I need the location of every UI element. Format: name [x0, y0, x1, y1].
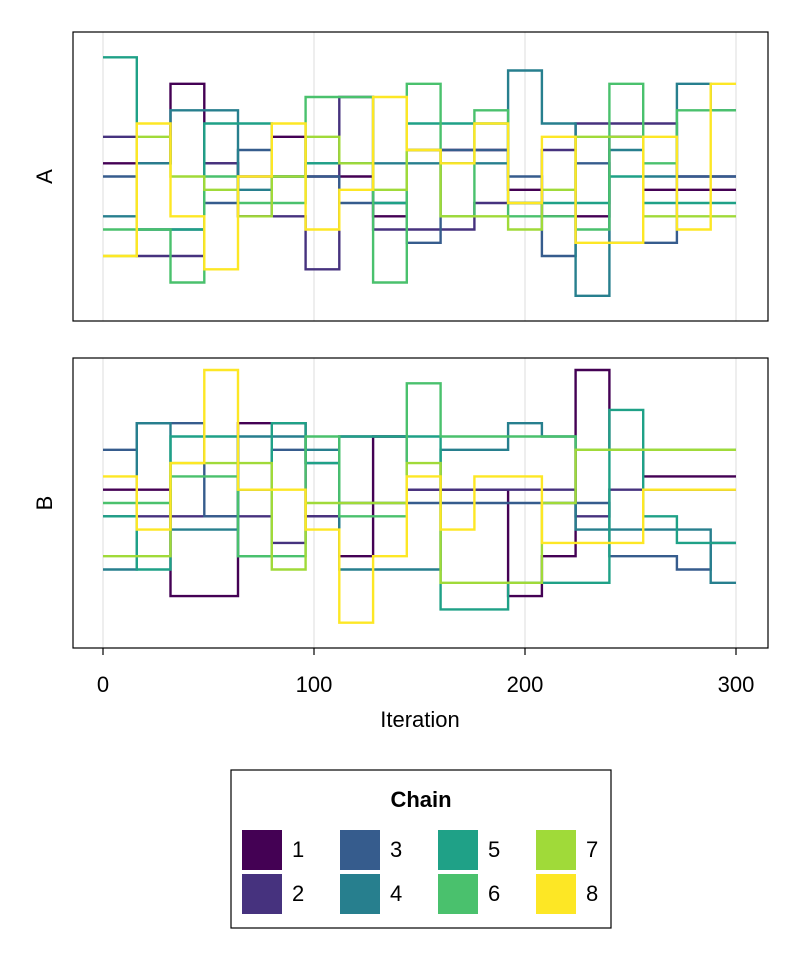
- legend-label-1: 1: [292, 837, 304, 862]
- series-8-line: [103, 82, 736, 271]
- panel-a-series: [103, 56, 736, 297]
- series-4-line: [103, 422, 736, 584]
- panel-b: B: [32, 357, 769, 649]
- legend-label-7: 7: [586, 837, 598, 862]
- panel-b-ylabel: B: [32, 496, 57, 511]
- legend-swatch-4: [340, 874, 380, 914]
- series-5-line: [103, 408, 736, 611]
- series-3-line: [103, 422, 736, 571]
- panel-b-series: [103, 368, 736, 624]
- legend-swatch-5: [438, 830, 478, 870]
- x-axis: 0 100 200 300: [97, 648, 754, 697]
- legend-swatch-3: [340, 830, 380, 870]
- legend-label-4: 4: [390, 881, 402, 906]
- series-2-line: [103, 435, 736, 545]
- legend-swatch-8: [536, 874, 576, 914]
- x-axis-label: Iteration: [380, 707, 460, 732]
- series-3-line: [103, 148, 736, 258]
- panel-a-frame: [72, 31, 769, 322]
- panel-a: A: [32, 31, 769, 322]
- legend-label-3: 3: [390, 837, 402, 862]
- panel-a-ylabel: A: [32, 169, 57, 184]
- series-7-line: [103, 448, 736, 584]
- legend-swatch-2: [242, 874, 282, 914]
- legend-label-2: 2: [292, 881, 304, 906]
- x-tick-label: 0: [97, 672, 109, 697]
- series-1-line: [103, 368, 736, 598]
- legend-swatch-7: [536, 830, 576, 870]
- panel-b-frame: [72, 357, 769, 649]
- legend-swatch-1: [242, 830, 282, 870]
- legend-label-5: 5: [488, 837, 500, 862]
- legend-swatch-6: [438, 874, 478, 914]
- x-tick-label: 100: [296, 672, 333, 697]
- legend-entries: 1 2 3 4 5 6 7 8: [242, 830, 598, 914]
- legend-label-6: 6: [488, 881, 500, 906]
- series-4-line: [103, 69, 736, 297]
- series-7-line: [103, 135, 736, 258]
- legend-title: Chain: [390, 787, 451, 812]
- legend: Chain 1 2 3 4 5 6 7 8: [230, 769, 612, 929]
- x-tick-label: 300: [718, 672, 755, 697]
- x-tick-label: 200: [507, 672, 544, 697]
- series-8-line: [103, 368, 736, 624]
- series-6-line: [103, 82, 736, 284]
- legend-label-8: 8: [586, 881, 598, 906]
